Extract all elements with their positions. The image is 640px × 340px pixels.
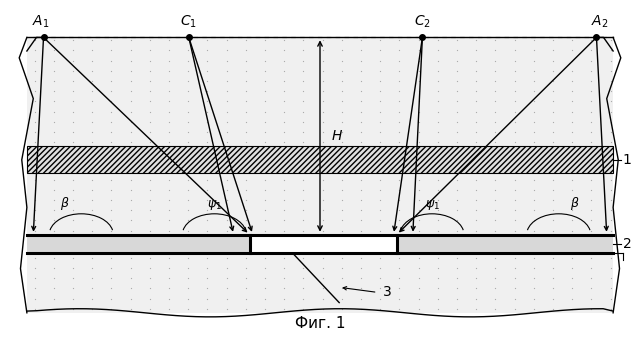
Text: $\psi_1$: $\psi_1$ bbox=[424, 198, 440, 212]
Text: H: H bbox=[332, 129, 342, 143]
Text: $\beta$: $\beta$ bbox=[570, 195, 580, 212]
Bar bbox=[397, 235, 613, 253]
Text: 3: 3 bbox=[383, 285, 392, 300]
Text: $\beta$: $\beta$ bbox=[60, 195, 70, 212]
Bar bbox=[27, 37, 613, 146]
Text: $C_2$: $C_2$ bbox=[414, 14, 431, 30]
Text: $C_1$: $C_1$ bbox=[180, 14, 197, 30]
Text: 1: 1 bbox=[623, 153, 632, 167]
Bar bbox=[27, 173, 613, 235]
Text: 2: 2 bbox=[623, 237, 632, 251]
Bar bbox=[27, 235, 250, 253]
Text: $A_1$: $A_1$ bbox=[31, 14, 49, 30]
Bar bbox=[27, 253, 613, 313]
Bar bbox=[27, 146, 613, 173]
Text: Фиг. 1: Фиг. 1 bbox=[295, 317, 345, 332]
Bar bbox=[250, 235, 397, 253]
Text: $A_2$: $A_2$ bbox=[591, 14, 609, 30]
Text: $\psi_1$: $\psi_1$ bbox=[207, 198, 222, 212]
